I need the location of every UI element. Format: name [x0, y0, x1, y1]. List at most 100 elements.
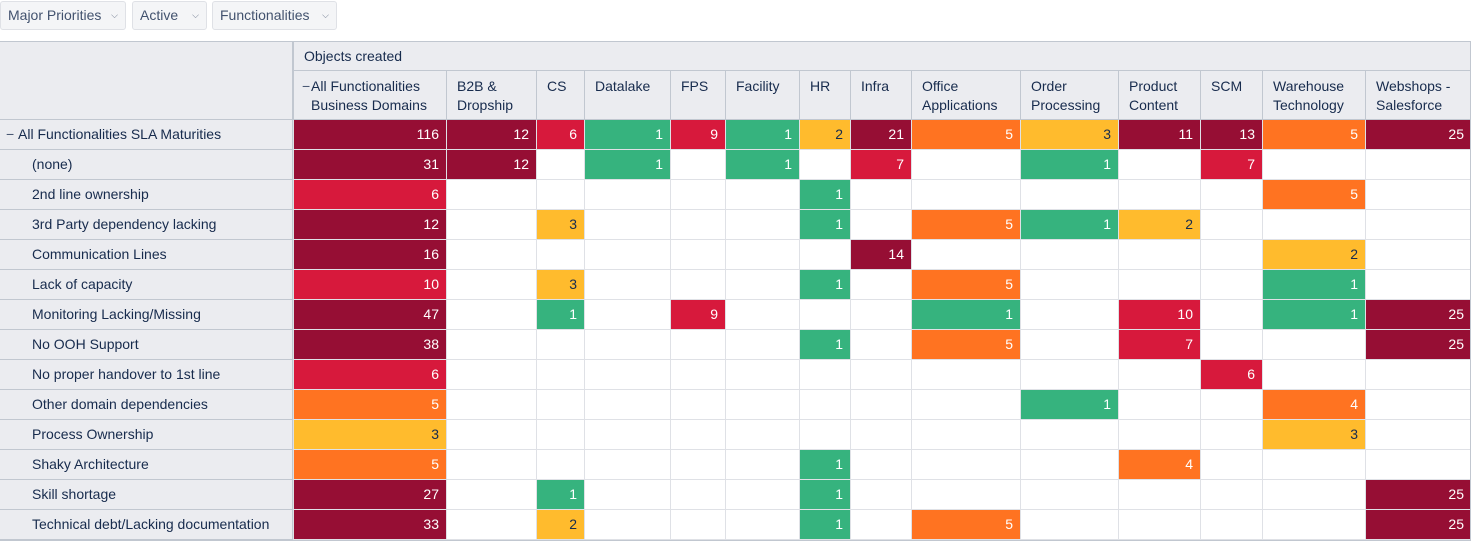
table-cell[interactable] [1118, 240, 1200, 270]
column-header[interactable]: Infra [850, 71, 911, 120]
table-cell[interactable] [911, 150, 1020, 180]
table-cell[interactable]: 1 [725, 150, 799, 180]
table-cell[interactable]: 4 [1118, 450, 1200, 480]
row-header[interactable]: (none) [0, 150, 293, 180]
table-cell[interactable] [1365, 390, 1471, 420]
table-cell[interactable] [1020, 270, 1118, 300]
table-cell[interactable]: 3 [1020, 120, 1118, 150]
table-cell[interactable] [911, 180, 1020, 210]
table-cell[interactable] [1365, 420, 1471, 450]
table-cell[interactable]: 33 [293, 510, 446, 540]
minus-icon[interactable]: − [302, 78, 311, 94]
table-cell[interactable]: 27 [293, 480, 446, 510]
table-cell[interactable] [670, 510, 725, 540]
table-cell[interactable]: 1 [911, 300, 1020, 330]
table-cell[interactable] [1020, 330, 1118, 360]
column-header[interactable]: Order Processing [1020, 71, 1118, 120]
column-header[interactable]: SCM [1200, 71, 1262, 120]
table-cell[interactable] [1200, 480, 1262, 510]
row-header[interactable]: Communication Lines [0, 240, 293, 270]
column-header[interactable]: Product Content [1118, 71, 1200, 120]
row-header[interactable]: Other domain dependencies [0, 390, 293, 420]
table-cell[interactable]: 25 [1365, 510, 1471, 540]
table-cell[interactable] [1020, 480, 1118, 510]
table-cell[interactable]: 2 [799, 120, 850, 150]
filter-active[interactable]: Active ⌵ [132, 1, 207, 30]
table-cell[interactable]: 25 [1365, 480, 1471, 510]
table-cell[interactable] [584, 240, 670, 270]
table-cell[interactable] [1365, 210, 1471, 240]
table-cell[interactable] [584, 420, 670, 450]
table-cell[interactable]: 5 [911, 210, 1020, 240]
table-cell[interactable]: 5 [293, 450, 446, 480]
column-header[interactable]: FPS [670, 71, 725, 120]
table-cell[interactable]: 1 [536, 300, 584, 330]
table-cell[interactable] [446, 390, 536, 420]
filter-functionalities[interactable]: Functionalities ⌵ [212, 1, 337, 30]
table-cell[interactable] [1118, 390, 1200, 420]
table-cell[interactable] [1200, 180, 1262, 210]
table-cell[interactable]: 1 [584, 150, 670, 180]
table-cell[interactable]: 1 [1262, 270, 1365, 300]
table-cell[interactable] [725, 210, 799, 240]
table-cell[interactable] [725, 240, 799, 270]
table-cell[interactable] [799, 240, 850, 270]
table-cell[interactable] [1365, 240, 1471, 270]
table-cell[interactable] [1118, 360, 1200, 390]
table-cell[interactable] [1200, 300, 1262, 330]
table-cell[interactable] [725, 480, 799, 510]
table-cell[interactable] [725, 420, 799, 450]
table-cell[interactable]: 12 [446, 150, 536, 180]
table-cell[interactable] [1262, 360, 1365, 390]
table-cell[interactable]: 21 [850, 120, 911, 150]
table-cell[interactable] [1020, 450, 1118, 480]
table-cell[interactable]: 3 [536, 210, 584, 240]
row-header[interactable]: Skill shortage [0, 480, 293, 510]
table-cell[interactable] [1262, 330, 1365, 360]
table-cell[interactable] [725, 270, 799, 300]
table-cell[interactable]: 1 [799, 270, 850, 300]
table-cell[interactable] [446, 360, 536, 390]
table-cell[interactable]: 14 [850, 240, 911, 270]
table-cell[interactable]: 1 [799, 210, 850, 240]
table-cell[interactable]: 6 [293, 360, 446, 390]
table-cell[interactable]: 47 [293, 300, 446, 330]
table-cell[interactable] [1365, 360, 1471, 390]
table-cell[interactable] [850, 270, 911, 300]
table-cell[interactable] [725, 450, 799, 480]
table-cell[interactable]: 7 [850, 150, 911, 180]
table-cell[interactable] [584, 330, 670, 360]
table-cell[interactable]: 5 [293, 390, 446, 420]
table-cell[interactable]: 2 [1262, 240, 1365, 270]
table-cell[interactable] [1118, 420, 1200, 450]
table-cell[interactable] [536, 450, 584, 480]
table-cell[interactable] [725, 330, 799, 360]
table-cell[interactable] [584, 480, 670, 510]
table-cell[interactable] [850, 330, 911, 360]
table-cell[interactable] [799, 150, 850, 180]
table-cell[interactable]: 6 [536, 120, 584, 150]
table-cell[interactable]: 5 [1262, 180, 1365, 210]
table-cell[interactable] [725, 360, 799, 390]
row-header[interactable]: Technical debt/Lacking documentation [0, 510, 293, 540]
column-header[interactable]: Warehouse Technology [1262, 71, 1365, 120]
table-cell[interactable] [1262, 210, 1365, 240]
table-cell[interactable]: 12 [446, 120, 536, 150]
row-header[interactable]: No proper handover to 1st line [0, 360, 293, 390]
table-cell[interactable] [911, 390, 1020, 420]
table-cell[interactable]: 6 [1200, 360, 1262, 390]
table-cell[interactable] [584, 360, 670, 390]
table-cell[interactable] [799, 420, 850, 450]
table-cell[interactable] [850, 480, 911, 510]
table-cell[interactable]: 9 [670, 120, 725, 150]
table-cell[interactable] [1200, 210, 1262, 240]
table-cell[interactable]: 1 [799, 510, 850, 540]
table-cell[interactable]: 2 [536, 510, 584, 540]
table-cell[interactable] [446, 300, 536, 330]
table-cell[interactable] [1262, 480, 1365, 510]
table-cell[interactable] [850, 420, 911, 450]
table-cell[interactable] [799, 300, 850, 330]
table-cell[interactable] [1262, 150, 1365, 180]
table-cell[interactable]: 1 [799, 180, 850, 210]
table-cell[interactable] [446, 180, 536, 210]
